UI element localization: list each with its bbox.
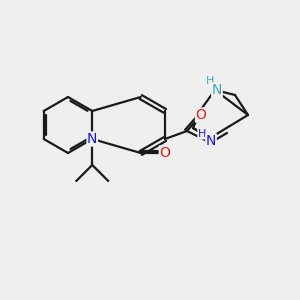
Text: N: N bbox=[206, 134, 216, 148]
Text: N: N bbox=[212, 83, 222, 97]
Text: H: H bbox=[206, 76, 214, 86]
Text: O: O bbox=[159, 146, 170, 160]
Text: N: N bbox=[87, 132, 98, 146]
Text: H: H bbox=[198, 129, 206, 139]
Text: O: O bbox=[196, 108, 206, 122]
